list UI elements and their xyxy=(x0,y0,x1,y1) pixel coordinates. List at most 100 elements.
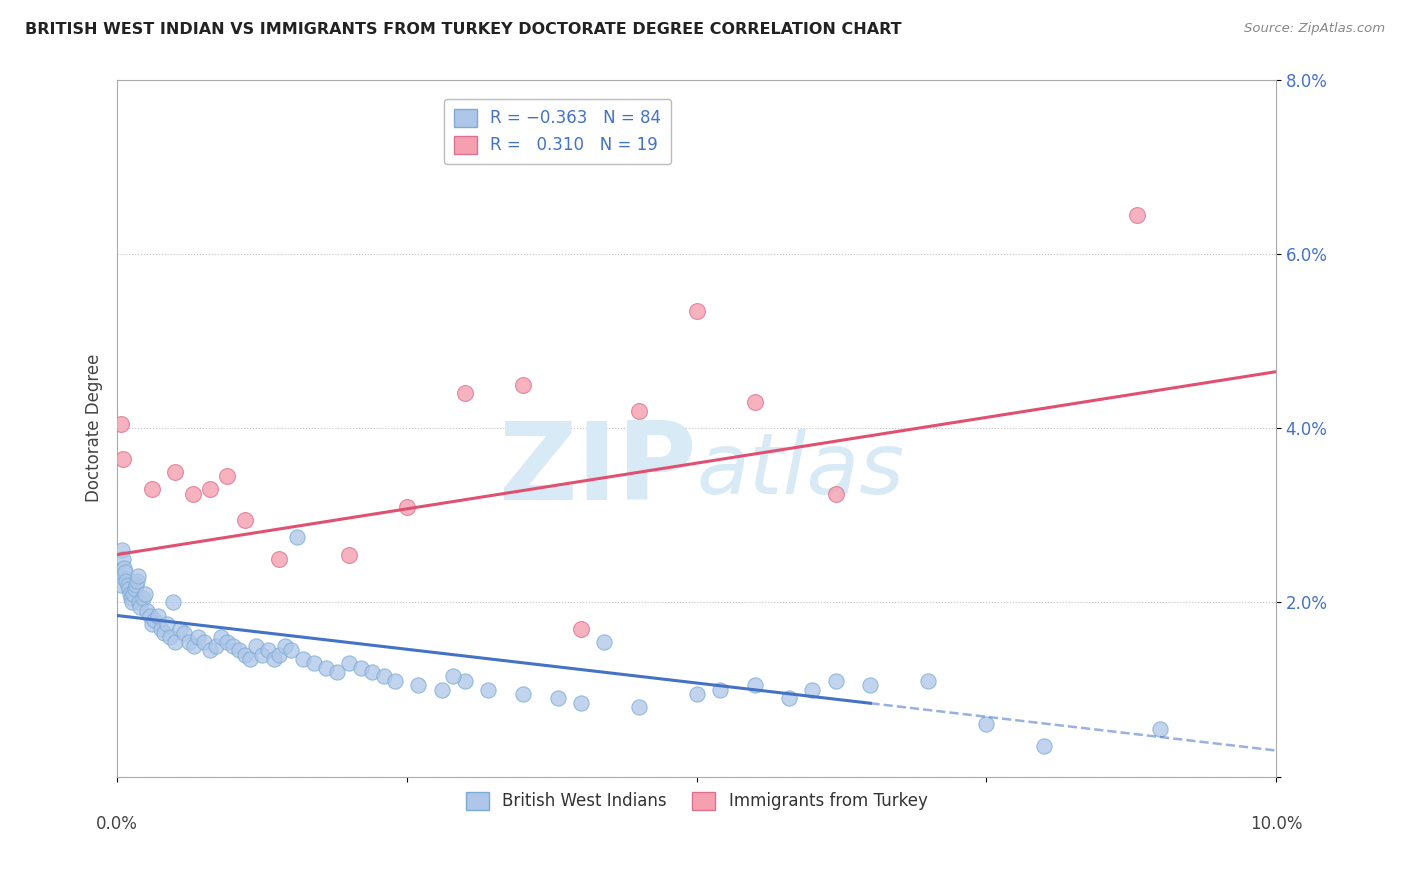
Point xyxy=(141,617,163,632)
Point xyxy=(744,395,766,409)
Point xyxy=(245,639,267,653)
Point xyxy=(228,643,250,657)
Point xyxy=(165,465,187,479)
Point xyxy=(134,587,156,601)
Point xyxy=(150,622,173,636)
Point xyxy=(859,678,882,692)
Point xyxy=(110,578,132,592)
Point xyxy=(744,678,766,692)
Point xyxy=(120,591,142,606)
Point xyxy=(125,578,148,592)
Point xyxy=(395,500,418,514)
Point xyxy=(169,622,191,636)
Point xyxy=(111,543,134,558)
Point xyxy=(152,626,174,640)
Point xyxy=(709,682,731,697)
Point xyxy=(129,599,152,614)
Point xyxy=(173,626,195,640)
Point xyxy=(156,617,179,632)
Point xyxy=(250,648,273,662)
Point xyxy=(291,652,314,666)
Point xyxy=(162,595,184,609)
Point xyxy=(222,639,245,653)
Point xyxy=(146,608,169,623)
Point xyxy=(337,548,360,562)
Point xyxy=(181,486,204,500)
Point xyxy=(569,696,592,710)
Point xyxy=(801,682,824,697)
Point xyxy=(193,634,215,648)
Text: atlas: atlas xyxy=(696,428,904,512)
Point xyxy=(593,634,616,648)
Point xyxy=(269,552,291,566)
Point xyxy=(117,578,139,592)
Point xyxy=(280,643,302,657)
Point xyxy=(824,486,846,500)
Point xyxy=(512,377,534,392)
Point xyxy=(974,717,997,731)
Point xyxy=(233,513,256,527)
Point xyxy=(454,386,477,401)
Legend: British West Indians, Immigrants from Turkey: British West Indians, Immigrants from Tu… xyxy=(458,785,934,817)
Point xyxy=(349,661,371,675)
Point xyxy=(118,582,141,597)
Point xyxy=(112,560,135,574)
Point xyxy=(408,678,430,692)
Point xyxy=(141,482,163,496)
Point xyxy=(118,587,141,601)
Point xyxy=(627,700,650,714)
Point xyxy=(512,687,534,701)
Point xyxy=(685,687,707,701)
Point xyxy=(285,530,308,544)
Point xyxy=(547,691,569,706)
Point xyxy=(111,451,134,466)
Point xyxy=(326,665,349,680)
Text: BRITISH WEST INDIAN VS IMMIGRANTS FROM TURKEY DOCTORATE DEGREE CORRELATION CHART: BRITISH WEST INDIAN VS IMMIGRANTS FROM T… xyxy=(25,22,901,37)
Point xyxy=(1126,208,1149,222)
Text: 0.0%: 0.0% xyxy=(96,815,138,833)
Point xyxy=(217,634,239,648)
Point xyxy=(115,574,138,588)
Point xyxy=(1033,739,1056,753)
Point xyxy=(627,404,650,418)
Point xyxy=(128,595,150,609)
Point xyxy=(198,482,221,496)
Point xyxy=(114,565,136,579)
Point xyxy=(233,648,256,662)
Point xyxy=(136,604,159,618)
Point xyxy=(122,587,145,601)
Point xyxy=(121,595,143,609)
Point xyxy=(211,630,233,644)
Point xyxy=(143,613,166,627)
Point xyxy=(108,569,131,583)
Text: 10.0%: 10.0% xyxy=(1250,815,1302,833)
Point xyxy=(441,669,464,683)
Point xyxy=(125,574,148,588)
Text: Source: ZipAtlas.com: Source: ZipAtlas.com xyxy=(1244,22,1385,36)
Text: ZIP: ZIP xyxy=(498,417,696,523)
Point xyxy=(198,643,221,657)
Point xyxy=(183,639,205,653)
Point xyxy=(315,661,337,675)
Point xyxy=(127,569,149,583)
Point xyxy=(384,673,406,688)
Y-axis label: Doctorate Degree: Doctorate Degree xyxy=(86,354,103,502)
Point xyxy=(110,417,132,431)
Point xyxy=(263,652,285,666)
Point xyxy=(138,608,160,623)
Point xyxy=(159,630,181,644)
Point xyxy=(217,469,239,483)
Point xyxy=(111,552,134,566)
Point xyxy=(204,639,226,653)
Point xyxy=(124,582,146,597)
Point xyxy=(165,634,187,648)
Point xyxy=(917,673,939,688)
Point xyxy=(477,682,499,697)
Point xyxy=(373,669,395,683)
Point xyxy=(239,652,262,666)
Point xyxy=(256,643,278,657)
Point xyxy=(274,639,297,653)
Point xyxy=(187,630,209,644)
Point xyxy=(302,657,325,671)
Point xyxy=(177,634,200,648)
